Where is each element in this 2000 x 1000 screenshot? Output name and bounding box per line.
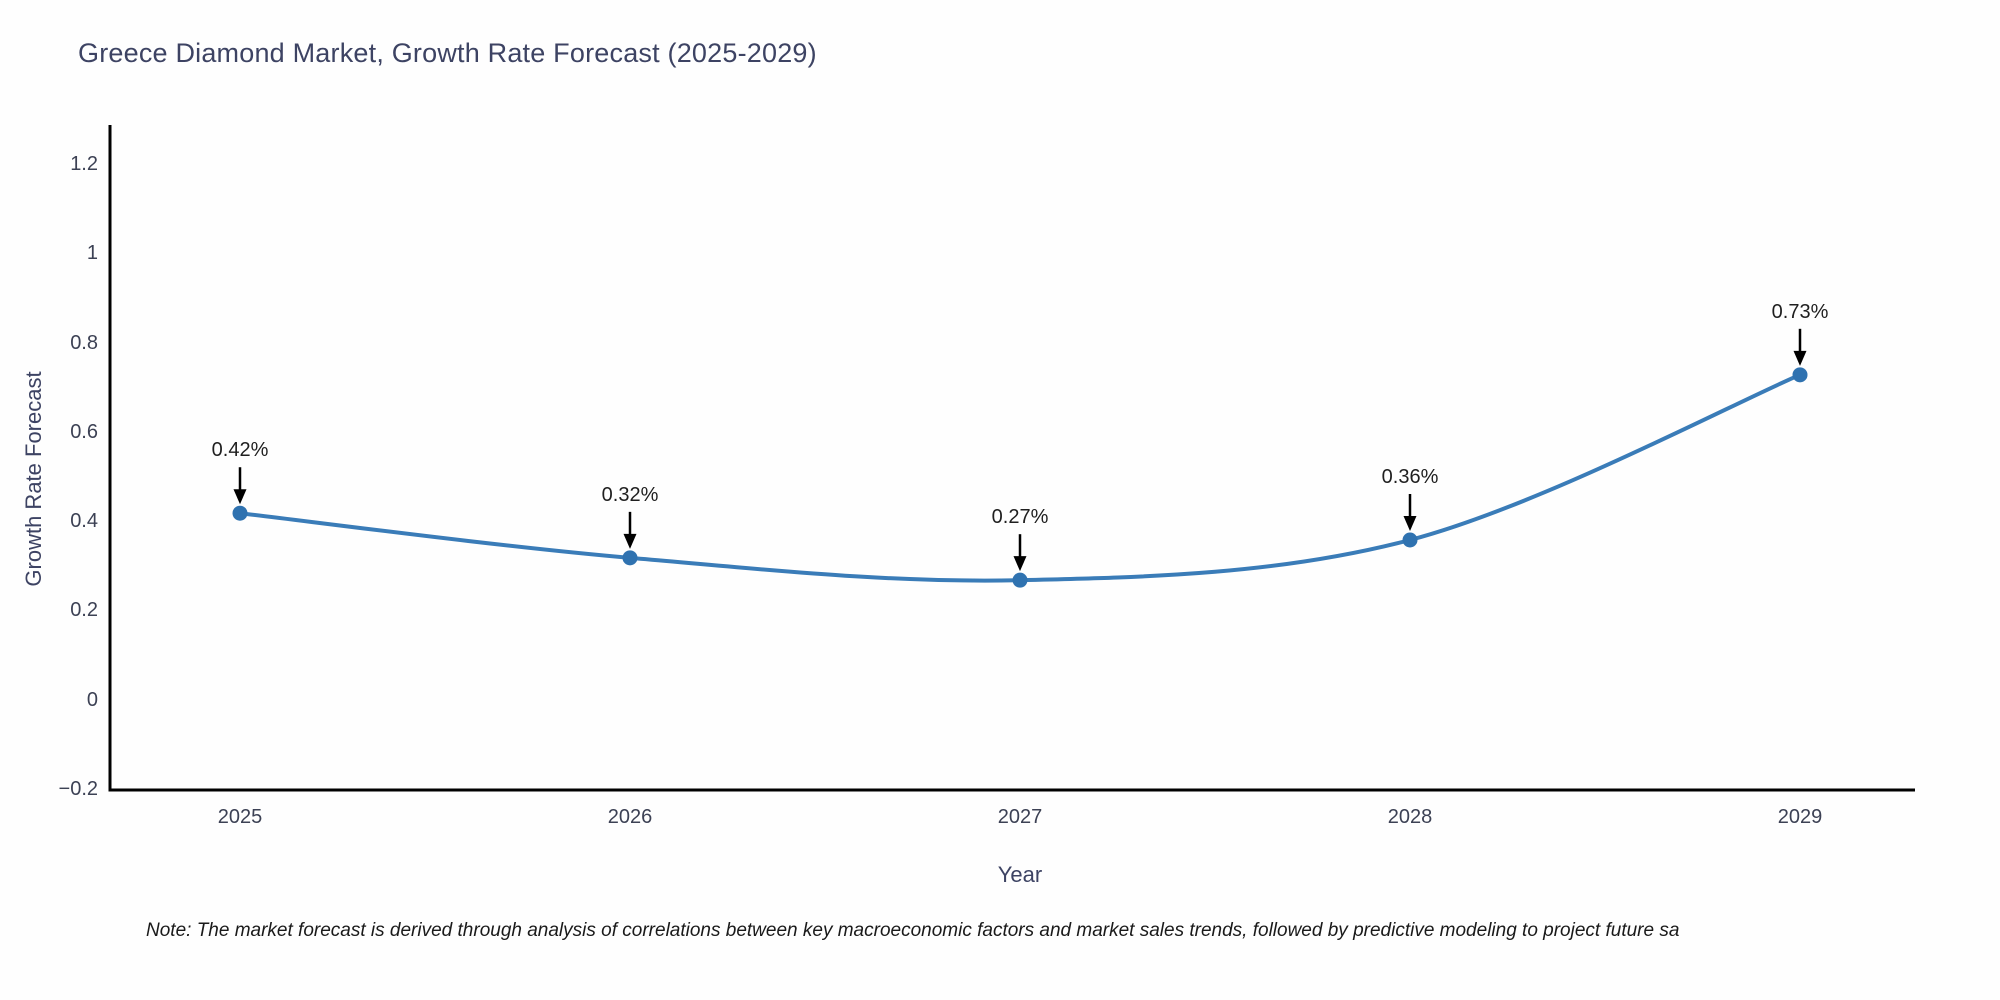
x-axis-title: Year <box>997 862 1043 887</box>
x-tick-label: 2025 <box>217 806 263 828</box>
footnote: Note: The market forecast is derived thr… <box>146 920 1680 941</box>
y-tick-label: −0.2 <box>58 778 98 800</box>
point-value-label: 0.73% <box>1771 300 1829 323</box>
point-value-label: 0.27% <box>991 506 1049 529</box>
y-tick-label: 1.2 <box>70 153 98 175</box>
x-tick-label: 2026 <box>607 806 653 828</box>
point-value-label: 0.36% <box>1381 466 1439 488</box>
y-tick-label: 0 <box>86 688 98 711</box>
x-tick-label: 2028 <box>1387 806 1433 828</box>
y-tick-label: 0.2 <box>70 599 98 622</box>
y-tick-label: 0.6 <box>70 420 98 443</box>
data-point-marker <box>1012 572 1028 588</box>
annotation-arrow-icon <box>1013 556 1027 572</box>
annotation-arrow-icon <box>623 533 637 549</box>
y-tick-label: 0.8 <box>70 331 98 354</box>
data-point-marker <box>1792 367 1808 383</box>
annotation-arrow-icon <box>1403 516 1417 531</box>
point-value-label: 0.42% <box>211 439 269 462</box>
data-point-marker <box>1402 532 1418 548</box>
annotation-arrow-icon <box>233 489 247 505</box>
x-tick-label: 2027 <box>997 806 1043 828</box>
data-point-marker <box>232 505 248 521</box>
y-tick-label: 1 <box>86 242 98 265</box>
annotation-arrow-icon <box>1793 350 1807 366</box>
y-tick-label: 0.4 <box>70 510 98 533</box>
point-value-label: 0.32% <box>601 483 659 506</box>
data-point-marker <box>622 550 638 566</box>
x-tick-label: 2029 <box>1777 806 1823 828</box>
chart-title: Greece Diamond Market, Growth Rate Forec… <box>78 38 817 68</box>
